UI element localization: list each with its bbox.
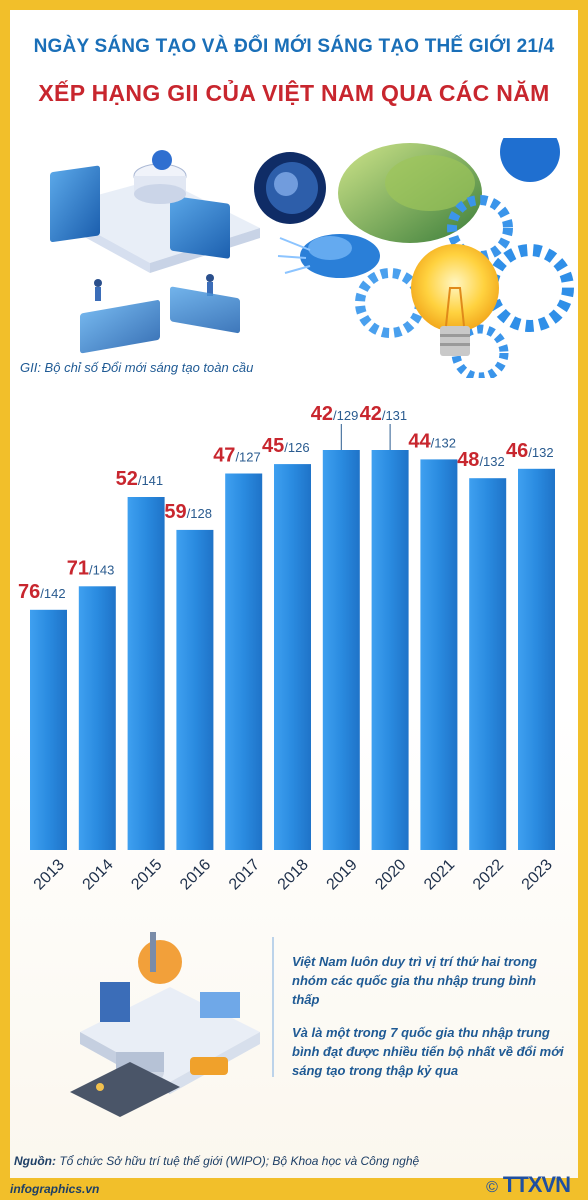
total-value-2014: /143 xyxy=(89,562,114,577)
bar-2021 xyxy=(420,459,458,850)
rank-value-2019: 42 xyxy=(311,403,333,425)
total-value-2017: /127 xyxy=(235,450,260,465)
x-tick-2013: 2013 xyxy=(31,856,68,893)
rank-label-2013: 76/142 xyxy=(18,581,66,603)
rank-value-2014: 71 xyxy=(67,557,89,579)
x-tick-2019: 2019 xyxy=(324,856,361,893)
rank-value-2013: 76 xyxy=(18,581,40,603)
infographic-card: NGÀY SÁNG TẠO VÀ ĐỔI MỚI SÁNG TẠO THẾ GI… xyxy=(10,10,578,1178)
x-tick-2018: 2018 xyxy=(275,856,312,893)
total-value-2013: /142 xyxy=(40,586,65,601)
divider-icon xyxy=(272,937,274,1077)
x-tick-2016: 2016 xyxy=(177,856,214,893)
ttxvn-logo: © TTXVN xyxy=(486,1172,571,1198)
copyright-icon: © xyxy=(486,1179,498,1196)
rank-value-2015: 52 xyxy=(116,468,138,490)
light-bulb-icon xyxy=(411,244,499,356)
x-tick-2020: 2020 xyxy=(372,856,409,893)
rank-value-2021: 44 xyxy=(408,430,431,452)
bar-2013 xyxy=(30,609,67,850)
brain-icon xyxy=(277,234,380,278)
blue-circle-icon xyxy=(500,138,560,182)
rank-value-2023: 46 xyxy=(506,440,528,462)
source-text: Tổ chức Sở hữu trí tuệ thế giới (WIPO); … xyxy=(55,1154,420,1168)
bar-2014 xyxy=(78,586,116,850)
total-value-2018: /126 xyxy=(284,440,309,455)
total-value-2022: /132 xyxy=(479,454,504,469)
bar-2022 xyxy=(469,478,507,850)
bar-2015 xyxy=(127,497,165,850)
rank-label-2015: 52/141 xyxy=(116,468,164,490)
rank-value-2020: 42 xyxy=(360,403,382,425)
rank-label-2016: 59/128 xyxy=(164,501,212,523)
total-value-2016: /128 xyxy=(187,506,212,521)
factory-illustration xyxy=(70,932,260,1117)
total-value-2019: /129 xyxy=(333,408,358,423)
rank-label-2019: 42/129 xyxy=(311,403,359,425)
info-section: Việt Nam luôn duy trì vị trí thứ hai tro… xyxy=(10,922,578,1132)
footer-site: infographics.vn xyxy=(10,1182,100,1196)
hero-illustration xyxy=(50,138,574,378)
rank-label-2017: 47/127 xyxy=(213,445,261,467)
bar-2020 xyxy=(371,450,409,850)
info-text: Việt Nam luôn duy trì vị trí thứ hai tro… xyxy=(292,952,564,1094)
x-tick-2023: 2023 xyxy=(519,856,556,893)
rank-label-2023: 46/132 xyxy=(506,440,554,462)
rank-value-2017: 47 xyxy=(213,445,235,467)
info-point-2: Và là một trong 7 quốc gia thu nhập trun… xyxy=(292,1025,564,1078)
bar-2019 xyxy=(322,450,360,850)
logo-text: TTXVN xyxy=(502,1172,571,1197)
x-tick-2015: 2015 xyxy=(128,856,165,893)
x-tick-2021: 2021 xyxy=(421,856,458,893)
source-label: Nguồn: xyxy=(14,1154,56,1168)
bar-2017 xyxy=(225,473,263,850)
x-tick-2014: 2014 xyxy=(80,856,117,893)
data-platform-icon xyxy=(50,150,260,354)
rank-label-2022: 48/132 xyxy=(457,449,505,471)
rank-value-2022: 48 xyxy=(457,449,479,471)
nature-leaf-icon xyxy=(338,143,482,243)
gii-rank-chart: 76/142 2013 71/143 2014 52/141 2015 59/128 2016… xyxy=(18,403,556,893)
ai-face-icon xyxy=(254,152,326,224)
page-title: XẾP HẠNG GII CỦA VIỆT NAM QUA CÁC NĂM xyxy=(38,80,550,106)
bar-2023 xyxy=(518,468,555,850)
supertitle: NGÀY SÁNG TẠO VÀ ĐỔI MỚI SÁNG TẠO THẾ GI… xyxy=(33,36,555,57)
rank-value-2016: 59 xyxy=(164,501,186,523)
rank-label-2018: 45/126 xyxy=(262,435,310,457)
total-value-2015: /141 xyxy=(138,473,163,488)
bar-2016 xyxy=(176,529,214,850)
source-line: Nguồn: Tổ chức Sở hữu trí tuệ thế giới (… xyxy=(14,1154,419,1168)
info-point-1: Việt Nam luôn duy trì vị trí thứ hai tro… xyxy=(292,954,537,1007)
rank-value-2018: 45 xyxy=(262,435,284,457)
bar-2018 xyxy=(274,464,311,850)
x-tick-2022: 2022 xyxy=(470,856,507,893)
rank-label-2020: 42/131 xyxy=(360,403,408,425)
rank-label-2014: 71/143 xyxy=(67,557,115,579)
rank-label-2021: 44/132 xyxy=(408,430,456,452)
total-value-2020: /131 xyxy=(382,408,407,423)
total-value-2023: /132 xyxy=(528,445,553,460)
total-value-2021: /132 xyxy=(431,435,456,450)
gii-definition: GII: Bộ chỉ số Đổi mới sáng tạo toàn cầu xyxy=(20,360,254,375)
x-tick-2017: 2017 xyxy=(226,856,263,893)
